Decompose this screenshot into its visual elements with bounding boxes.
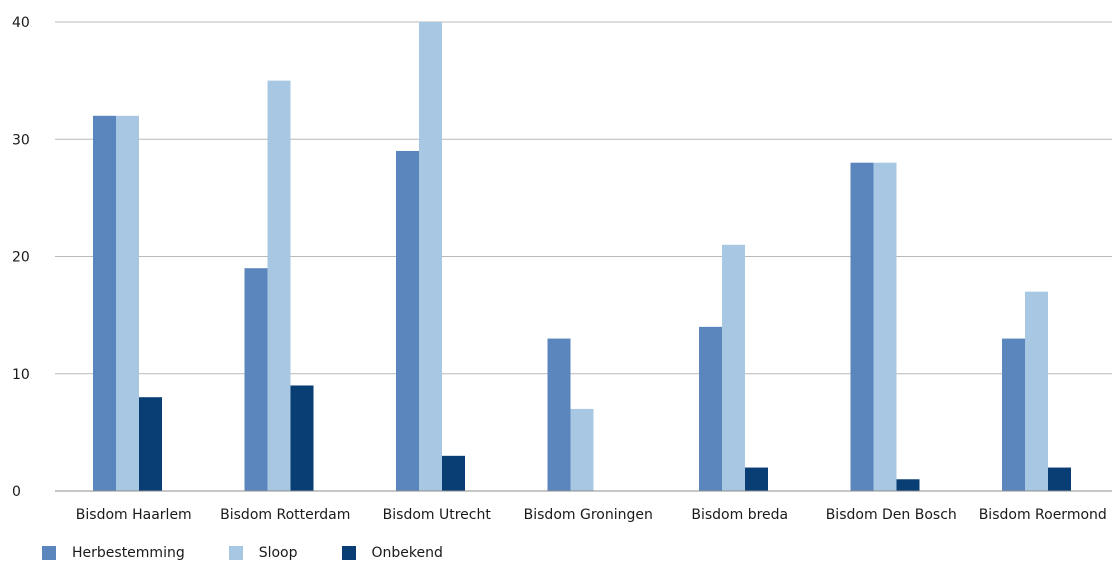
- legend-item-herbestemming: Herbestemming: [42, 545, 185, 561]
- bar: [699, 326, 722, 491]
- x-tick-label: Bisdom Groningen: [524, 507, 653, 523]
- x-axis-ticks: Bisdom Haarlem Bisdom Rotterdam Bisdom Utr…: [76, 507, 1107, 523]
- x-tick-label: Bisdom Utrecht: [383, 507, 492, 523]
- bar: [396, 150, 419, 491]
- legend-swatch-herbestemming: [42, 546, 56, 560]
- y-tick-label: 20: [12, 250, 30, 266]
- bar: [244, 268, 268, 491]
- bar: [267, 80, 291, 491]
- y-axis-ticks: 0 10 20 30 40: [12, 15, 30, 500]
- y-tick-label: 10: [12, 367, 30, 383]
- y-tick-label: 40: [12, 15, 30, 31]
- legend-label-onbekend: Onbekend: [371, 545, 443, 561]
- bar: [1048, 467, 1071, 491]
- bar: [1025, 291, 1048, 491]
- x-tick-label: Bisdom Roermond: [979, 507, 1107, 523]
- bar: [93, 115, 116, 492]
- bar: [547, 338, 571, 491]
- bar: [850, 162, 874, 491]
- bar: [570, 408, 594, 491]
- legend-swatch-sloop: [228, 546, 243, 560]
- bar: [722, 244, 745, 491]
- bar: [419, 22, 442, 491]
- grid-lines: [55, 21, 1112, 375]
- legend-label-herbestemming: Herbestemming: [72, 545, 185, 561]
- y-tick-label: 0: [12, 484, 21, 500]
- bar: [290, 385, 314, 491]
- bar: [116, 115, 139, 492]
- x-tick-label: Bisdom breda: [691, 507, 788, 523]
- x-tick-label: Bisdom Rotterdam: [220, 507, 350, 523]
- bar: [745, 467, 768, 491]
- bars: [93, 22, 1071, 492]
- bar: [1002, 338, 1025, 491]
- bar: [873, 162, 897, 491]
- legend: Herbestemming Sloop Onbekend: [42, 542, 487, 564]
- bar: [139, 397, 162, 491]
- bar: [896, 479, 920, 491]
- legend-label-sloop: Sloop: [258, 545, 298, 561]
- legend-item-onbekend: Onbekend: [341, 545, 443, 561]
- legend-swatch-onbekend: [341, 546, 356, 560]
- x-tick-label: Bisdom Den Bosch: [826, 507, 957, 523]
- bar: [442, 455, 465, 491]
- legend-item-sloop: Sloop: [228, 545, 298, 561]
- y-tick-label: 30: [12, 132, 30, 148]
- x-tick-label: Bisdom Haarlem: [76, 507, 192, 523]
